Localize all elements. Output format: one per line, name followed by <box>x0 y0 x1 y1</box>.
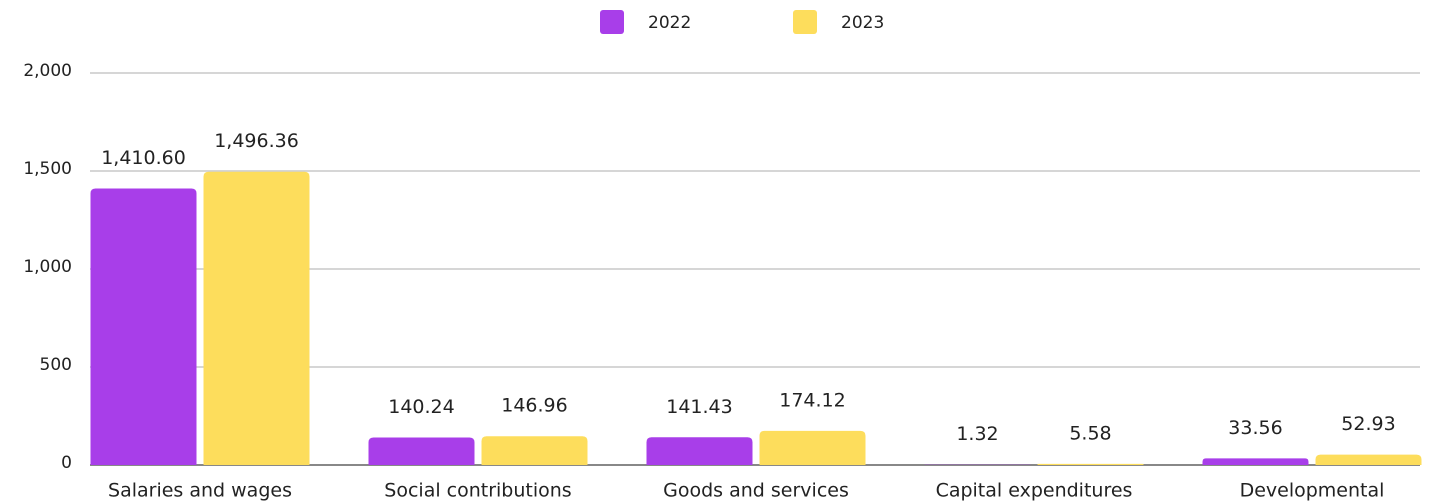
x-tick-label: Developmental <box>1240 480 1385 502</box>
y-tick-label: 1,000 <box>23 257 72 277</box>
value-label: 33.56 <box>1228 417 1282 439</box>
legend-label: 2022 <box>648 13 691 33</box>
x-tick-label: Capital expenditures <box>936 480 1133 502</box>
y-tick-label: 500 <box>40 355 72 375</box>
bar <box>1315 454 1422 465</box>
legend-label: 2023 <box>841 13 884 33</box>
bar <box>646 437 753 465</box>
bar <box>1037 463 1144 465</box>
y-tick-label: 2,000 <box>23 61 72 81</box>
bar <box>368 437 475 465</box>
value-label: 5.58 <box>1069 422 1111 444</box>
x-tick-label: Goods and services <box>663 480 849 502</box>
value-label: 1,496.36 <box>214 130 299 152</box>
value-label: 140.24 <box>388 396 454 418</box>
bar <box>481 436 588 465</box>
value-label: 52.93 <box>1341 413 1395 435</box>
y-tick-label: 0 <box>61 453 72 473</box>
legend-swatch <box>600 10 624 34</box>
bar <box>759 430 866 465</box>
value-label: 1,410.60 <box>101 147 186 169</box>
bar <box>1202 458 1309 465</box>
value-label: 1.32 <box>956 423 998 445</box>
legend-swatch <box>793 10 817 34</box>
value-label: 174.12 <box>779 389 845 411</box>
value-label: 141.43 <box>666 396 732 418</box>
bar <box>90 188 197 465</box>
y-tick-label: 1,500 <box>23 159 72 179</box>
x-tick-label: Salaries and wages <box>108 480 292 502</box>
value-label: 146.96 <box>501 395 567 417</box>
x-tick-label: Social contributions <box>384 480 571 502</box>
bar <box>203 171 310 465</box>
